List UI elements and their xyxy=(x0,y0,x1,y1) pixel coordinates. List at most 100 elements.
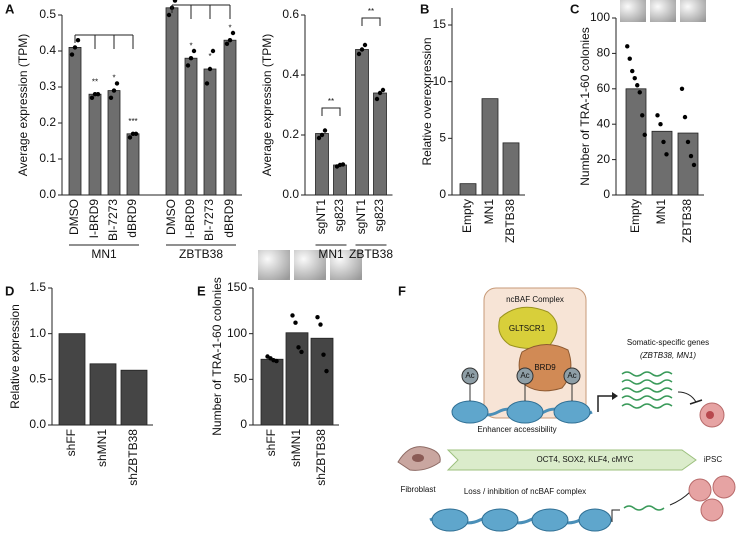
y-tick-label: 15 xyxy=(433,17,447,31)
x-tick-label: DMSO xyxy=(164,199,178,235)
data-point xyxy=(679,86,685,92)
data-point xyxy=(635,83,640,88)
data-point xyxy=(322,128,328,133)
data-point xyxy=(625,44,630,49)
genes: (ZBTB38, MN1) xyxy=(640,351,696,360)
data-point xyxy=(210,48,216,54)
y-tick-label: 0.1 xyxy=(39,151,56,165)
y-tick-label: 0.0 xyxy=(39,187,56,201)
transcripts xyxy=(621,371,673,409)
bar xyxy=(285,332,309,426)
x-tick-label: shFF xyxy=(264,429,278,456)
data-point xyxy=(658,122,663,127)
transcripts xyxy=(623,505,665,511)
bar xyxy=(184,57,198,196)
y-tick-label: 0 xyxy=(603,187,610,201)
data-point xyxy=(207,66,213,72)
x-tick-label: Empty xyxy=(628,199,642,233)
x-tick-label: ZBTB38 xyxy=(503,199,517,243)
data-point xyxy=(293,320,298,325)
data-point xyxy=(362,42,368,48)
data-point xyxy=(642,132,647,138)
nucleosome xyxy=(431,508,469,532)
data-point xyxy=(661,139,666,145)
group-label: MN1 xyxy=(318,247,344,261)
bar xyxy=(373,92,387,196)
y-tick-label: 0.0 xyxy=(282,187,299,201)
data-point xyxy=(318,322,323,327)
y-tick-label: 10 xyxy=(433,74,447,88)
data-point xyxy=(172,0,178,3)
data-point xyxy=(377,90,383,96)
data-point xyxy=(359,47,365,52)
y-tick-label: 0.0 xyxy=(29,417,46,431)
bar xyxy=(223,39,237,196)
factors-label: OCT4, SOX2, KLF4, cMYC xyxy=(537,455,634,464)
data-point xyxy=(340,162,346,167)
data-point xyxy=(637,90,642,95)
y-tick-label: 0.4 xyxy=(282,67,299,81)
panel-letter: E xyxy=(197,283,206,298)
x-tick-label: MN1 xyxy=(482,199,496,225)
y-tick-label: 0.2 xyxy=(282,127,299,141)
ac-label: Ac xyxy=(567,371,576,380)
data-point xyxy=(655,113,660,118)
significance: *** xyxy=(128,117,137,126)
data-point xyxy=(321,352,326,357)
panel-letter: A xyxy=(5,1,15,16)
data-point xyxy=(224,41,230,46)
data-point xyxy=(319,132,325,138)
significance: * xyxy=(112,74,115,83)
bar xyxy=(625,88,647,196)
bar xyxy=(355,49,369,196)
y-tick-label: 0.4 xyxy=(39,43,56,57)
x-tick-label: shZBTB38 xyxy=(126,429,140,486)
data-point xyxy=(166,12,172,18)
data-point xyxy=(227,38,233,43)
nucleosome xyxy=(451,400,489,424)
data-point xyxy=(664,152,669,157)
x-tick-label: shFF xyxy=(64,429,78,456)
data-point xyxy=(299,349,304,355)
arrow xyxy=(597,395,612,412)
data-point xyxy=(356,51,362,57)
y-tick-label: 0.5 xyxy=(39,7,56,21)
x-tick-label: sgNT1 xyxy=(354,199,368,235)
x-tick-label: dBRD9 xyxy=(125,199,139,238)
cell xyxy=(712,475,736,499)
bar xyxy=(68,47,82,196)
start-cell-label: Fibroblast xyxy=(400,485,436,494)
data-point xyxy=(296,345,301,350)
x-tick-label: sgNT1 xyxy=(314,199,328,235)
bar xyxy=(651,130,673,196)
y-axis-title: Average expression (TPM) xyxy=(16,34,30,177)
genes-title: Somatic-specific genes xyxy=(627,338,709,347)
plate-images xyxy=(258,0,706,280)
data-point xyxy=(630,68,635,74)
data-point xyxy=(111,88,117,93)
bracket xyxy=(361,17,381,26)
nucleus xyxy=(706,411,714,419)
data-point xyxy=(685,139,691,145)
data-point xyxy=(230,30,236,36)
y-tick-label: 60 xyxy=(597,81,611,95)
enhancer-label: Enhancer accessibility xyxy=(477,425,556,434)
bar xyxy=(58,333,86,426)
y-axis-title: Relative expression xyxy=(8,304,22,409)
x-tick-label: I-BRD9 xyxy=(183,199,197,239)
significance: * xyxy=(189,41,192,50)
bar xyxy=(165,7,179,196)
data-point xyxy=(75,38,81,43)
bar xyxy=(502,142,520,196)
group-label: MN1 xyxy=(91,247,117,261)
data-point xyxy=(688,153,694,159)
y-tick-label: 40 xyxy=(597,116,611,130)
y-tick-label: 0.6 xyxy=(282,7,299,21)
data-point xyxy=(95,92,101,97)
y-axis-title: Average expression (TPM) xyxy=(260,34,274,177)
x-tick-label: I-BRD9 xyxy=(87,199,101,239)
x-tick-label: dBRD9 xyxy=(222,199,236,238)
ac-mark xyxy=(516,367,534,385)
panel-letter: F xyxy=(398,283,406,298)
data-point xyxy=(290,313,295,318)
